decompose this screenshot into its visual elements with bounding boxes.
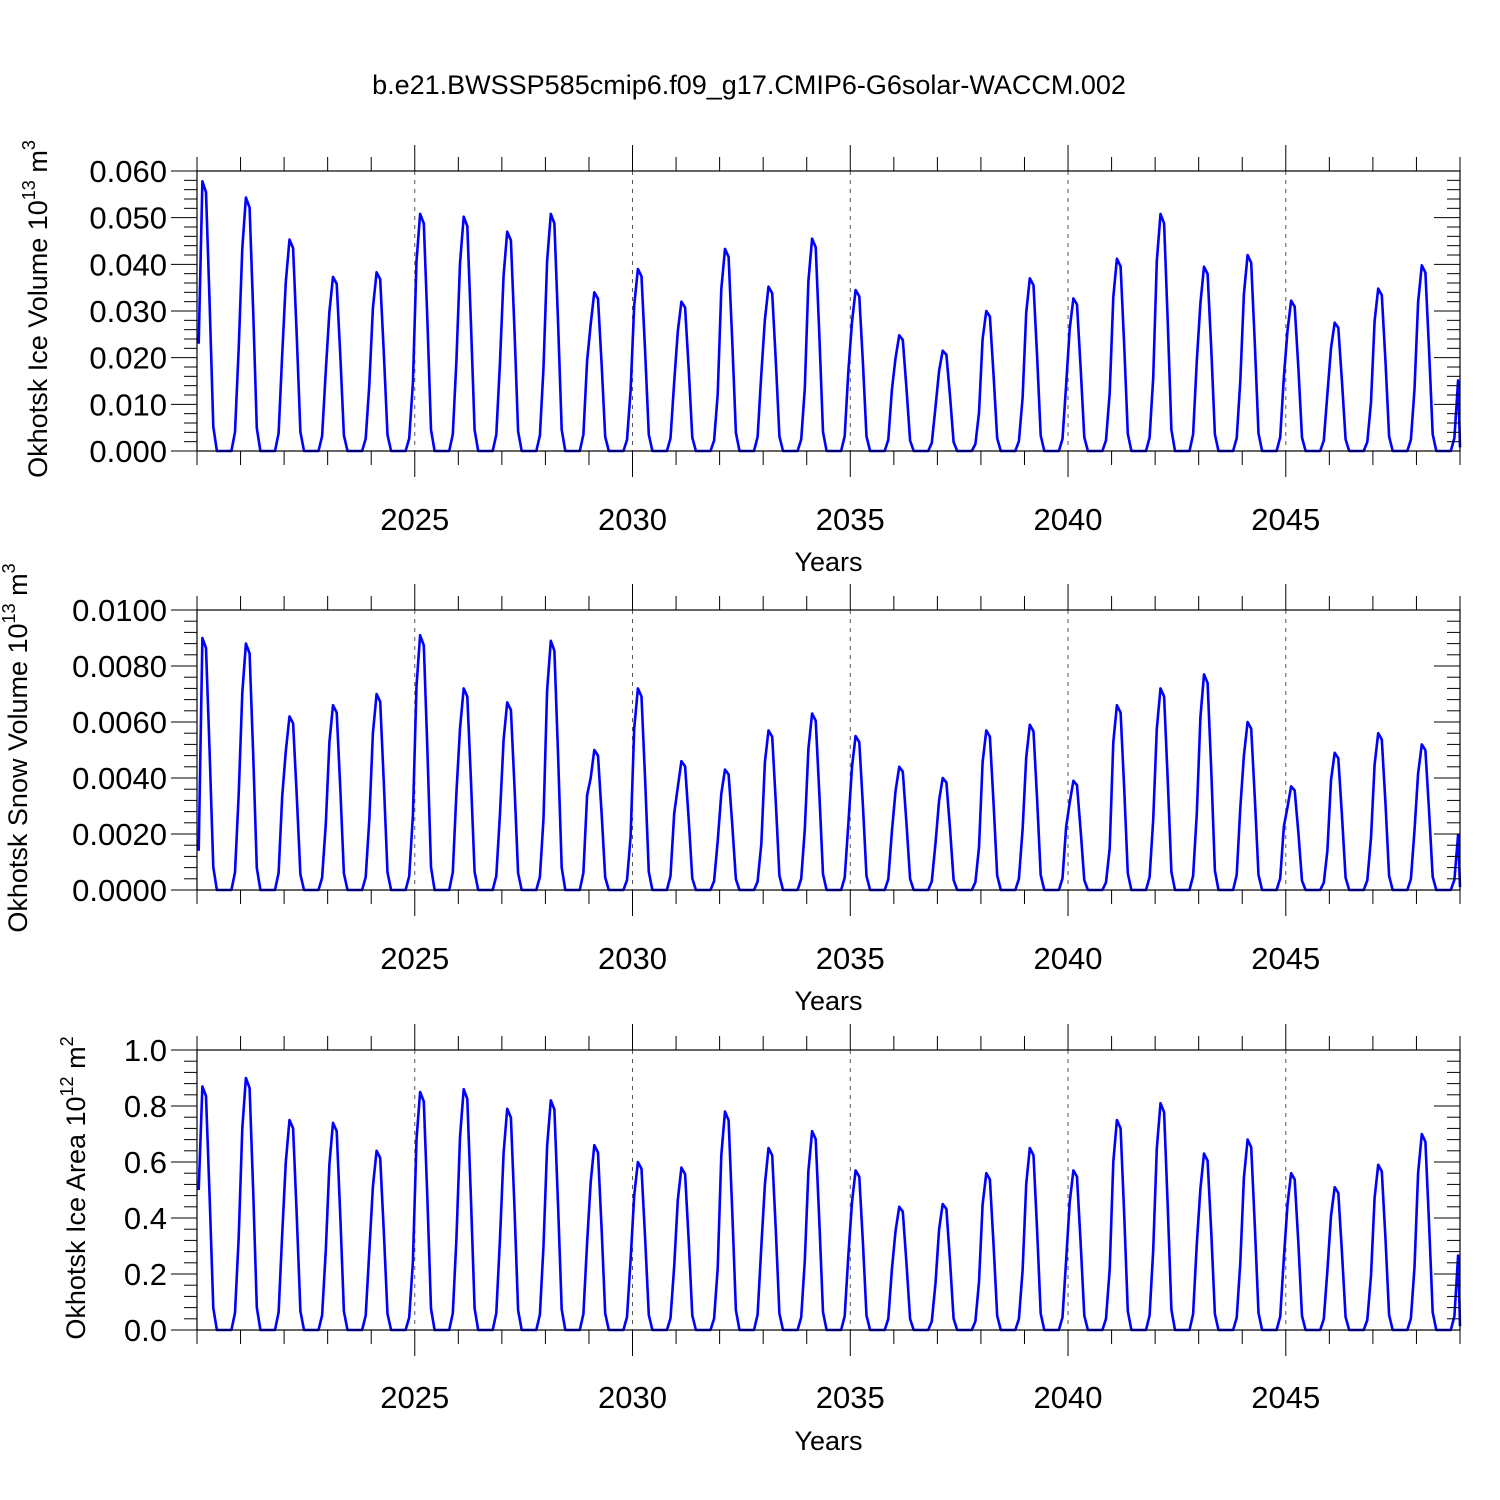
x-tick-label: 2035 [816, 502, 885, 537]
y-axis-label-exponent: 13 [0, 603, 19, 623]
x-axis-label: Years [794, 986, 862, 1016]
y-tick-label: 0.060 [89, 154, 167, 189]
x-tick-label: 2045 [1251, 941, 1320, 976]
y-tick-label: 0.0080 [72, 649, 167, 684]
y-axis-label-main: Okhotsk Ice Area 10 [61, 1096, 91, 1339]
x-tick-label: 2040 [1034, 941, 1103, 976]
y-axis-label: Okhotsk Snow Volume 1013 m3 [0, 563, 33, 932]
y-tick-label: 0.030 [89, 294, 167, 329]
y-axis-label-unit: m [61, 1046, 91, 1076]
y-tick-label: 0.8 [124, 1089, 167, 1124]
x-tick-label: 2025 [380, 941, 449, 976]
y-tick-label: 0.0060 [72, 705, 167, 740]
x-axis-label: Years [794, 1426, 862, 1456]
x-tick-label: 2040 [1034, 1380, 1103, 1415]
y-tick-label: 0.6 [124, 1145, 167, 1180]
y-axis-label-unit: m [3, 573, 33, 603]
y-tick-label: 0.0100 [72, 593, 167, 628]
y-tick-label: 0.4 [124, 1201, 167, 1236]
y-tick-label: 0.020 [89, 341, 167, 376]
y-tick-label: 0.0020 [72, 817, 167, 852]
x-tick-label: 2045 [1251, 502, 1320, 537]
y-tick-label: 1.0 [124, 1033, 167, 1068]
x-tick-label: 2035 [816, 1380, 885, 1415]
y-axis-label-exponent: 13 [19, 180, 39, 200]
plot-frame [196, 609, 1461, 891]
y-axis-label-exponent: 12 [57, 1076, 77, 1096]
series-line [197, 1076, 1462, 1332]
x-tick-label: 2030 [598, 502, 667, 537]
x-tick-label: 2025 [380, 502, 449, 537]
y-axis-label: Okhotsk Ice Volume 1013 m3 [19, 140, 53, 478]
plot-frame [196, 1049, 1461, 1331]
y-tick-label: 0.050 [89, 201, 167, 236]
y-axis-label-unit-exponent: 2 [57, 1036, 77, 1046]
y-axis-label: Okhotsk Ice Area 1012 m2 [57, 1036, 91, 1339]
chart-panel-2: 0.0000 0.0020 0.0040 0.0060 0.0080 0.0100 2025… [0, 563, 1462, 1016]
y-axis-label-main: Okhotsk Snow Volume 10 [3, 623, 33, 932]
y-tick-label: 0.0000 [72, 873, 167, 908]
x-tick-label: 2030 [598, 941, 667, 976]
series-line [197, 180, 1462, 453]
y-tick-label: 0.010 [89, 387, 167, 422]
y-axis-label-unit: m [23, 150, 53, 180]
y-tick-label: 0.0040 [72, 761, 167, 796]
chart-panel-3: 0.0 0.2 0.4 0.6 0.8 1.0 2025 2030 2035 2040 2045 Ye… [57, 1024, 1462, 1456]
y-tick-label: 0.040 [89, 247, 167, 282]
series-line [197, 633, 1462, 892]
y-tick-label: 0.2 [124, 1257, 167, 1292]
x-axis-label: Years [794, 547, 862, 577]
y-axis-label-main: Okhotsk Ice Volume 10 [23, 200, 53, 478]
figure-title: b.e21.BWSSP585cmip6.f09_g17.CMIP6-G6sola… [372, 70, 1126, 100]
y-tick-label: 0.000 [89, 434, 167, 469]
y-axis-label-unit-exponent: 3 [0, 563, 19, 573]
x-tick-label: 2040 [1034, 502, 1103, 537]
y-axis-label-unit-exponent: 3 [19, 140, 39, 150]
chart-panel-1: 0.000 0.010 0.020 0.030 0.040 0.050 0.060 2025 2… [19, 140, 1462, 577]
x-tick-label: 2035 [816, 941, 885, 976]
x-tick-label: 2025 [380, 1380, 449, 1415]
panels-container: 0.000 0.010 0.020 0.030 0.040 0.050 0.060 2025 2… [0, 140, 1462, 1456]
x-tick-label: 2045 [1251, 1380, 1320, 1415]
y-tick-label: 0.0 [124, 1313, 167, 1348]
x-tick-label: 2030 [598, 1380, 667, 1415]
